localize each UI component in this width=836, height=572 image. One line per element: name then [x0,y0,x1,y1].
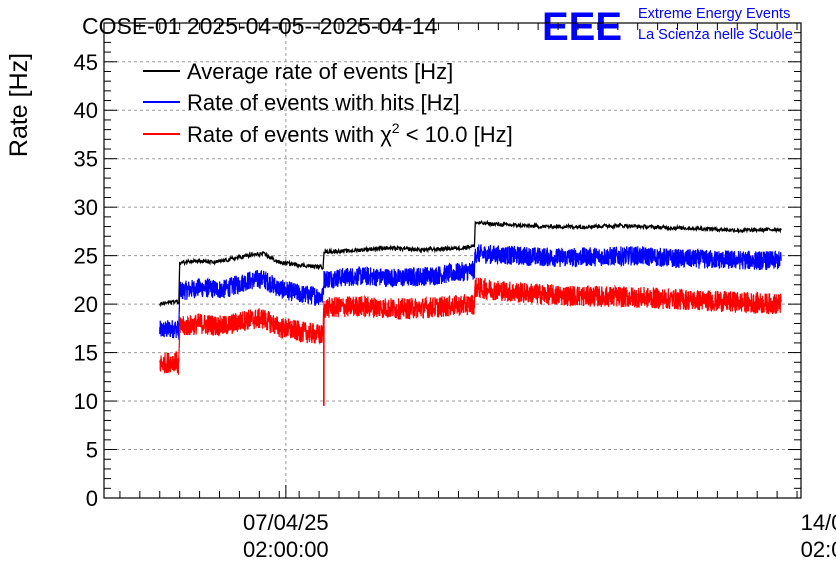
legend-chi2-main: Rate of events with [187,122,380,147]
series-line-average [159,219,782,308]
legend-chi2-sup: 2 [392,120,400,136]
logo-line-1: Extreme Energy Events [638,6,790,22]
axis-ticks [104,22,801,499]
series-line-chi2 [159,277,782,375]
legend-label-hits: Rate of events with hits [Hz] [187,90,460,115]
y-tick-label: 30 [74,195,98,220]
y-tick-label: 20 [74,292,98,317]
y-axis-title: Rate [Hz] [5,53,33,157]
y-tick-label: 35 [74,147,98,172]
eee-logo: EEE Extreme Energy Events La Scienza nel… [542,5,793,49]
legend: Average rate of events [Hz] Rate of even… [143,59,513,147]
tick-labels: 05101520253035404507/04/2502:00:0014/04/… [74,50,836,562]
series-line-hits [159,244,782,340]
logo-line-2: La Scienza nelle Scuole [638,27,793,43]
x-tick-label-time: 02:00:00 [243,537,329,562]
legend-label-average: Average rate of events [Hz] [187,59,453,84]
legend-chi2-rest: < 10.0 [Hz] [400,122,513,147]
legend-chi2-symbol: χ [380,122,392,147]
y-tick-label: 40 [74,98,98,123]
legend-label-chi2: Rate of events with χ2 < 10.0 [Hz] [187,120,513,147]
x-tick-label-time: 02:00:00 [801,537,836,562]
plot-frame [103,22,802,499]
series [159,219,782,406]
y-tick-label: 45 [74,50,98,75]
y-tick-label: 10 [74,389,98,414]
eee-logo-mark: EEE [542,5,622,49]
y-tick-label: 5 [86,438,98,463]
x-tick-label-date: 07/04/25 [243,510,329,535]
y-tick-label: 25 [74,244,98,269]
y-tick-label: 15 [74,341,98,366]
y-tick-label: 0 [86,486,98,511]
x-tick-label-date: 14/04/25 [801,510,836,535]
